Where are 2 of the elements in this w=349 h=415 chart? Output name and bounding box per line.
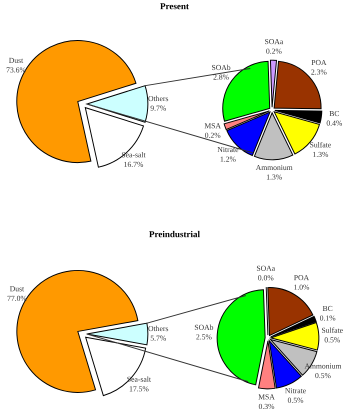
chart-title: Present [160, 3, 189, 10]
chart-title: Preindustrial [149, 230, 200, 238]
